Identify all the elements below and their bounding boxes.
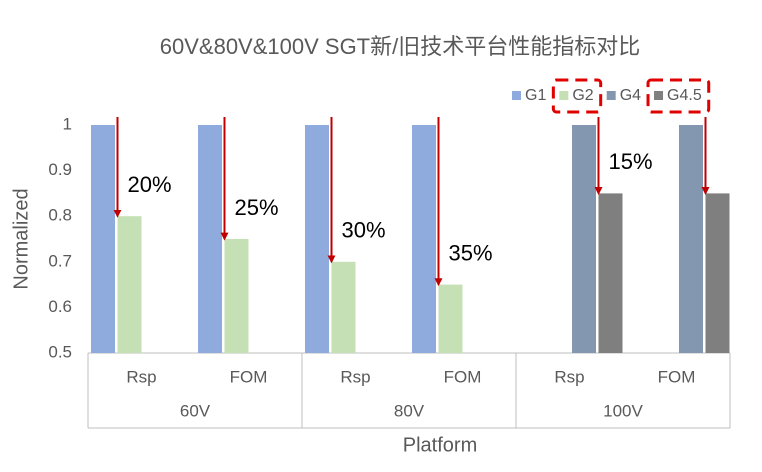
y-tick-label: 1: [63, 114, 72, 133]
group-label: 60V: [180, 401, 211, 420]
legend-label: G2: [572, 87, 593, 104]
annotation: 15%: [609, 149, 653, 174]
annotation: 25%: [235, 195, 279, 220]
legend-label: G4.5: [667, 87, 702, 104]
legend-highlight: [646, 78, 711, 114]
x-tick-label: Rsp: [340, 367, 370, 386]
x-tick-label: Rsp: [554, 367, 584, 386]
bar: [679, 125, 703, 353]
x-axis-label: Platform: [403, 434, 477, 456]
y-axis-label: Normalized: [10, 188, 32, 289]
legend-label: G1: [525, 87, 546, 104]
chart-title: 60V&80V&100V SGT新/旧技术平台性能指标对比: [160, 34, 640, 59]
group-label: 80V: [394, 401, 425, 420]
bar: [305, 125, 329, 353]
bar: [412, 125, 436, 353]
bar: [705, 193, 730, 353]
bar: [224, 239, 249, 353]
legend-swatch: [606, 91, 616, 100]
x-tick-label: Rsp: [126, 367, 156, 386]
group-label: 100V: [603, 401, 643, 420]
bar: [572, 125, 596, 353]
bar: [598, 193, 623, 353]
legend-highlight: [551, 78, 603, 114]
bar: [91, 125, 115, 353]
bar: [331, 261, 356, 353]
legend-swatch: [512, 91, 521, 100]
legend-swatch: [559, 91, 569, 100]
annotation: 30%: [342, 218, 386, 243]
x-tick-label: FOM: [658, 367, 696, 386]
bar: [117, 216, 142, 353]
y-tick-label: 0.7: [48, 251, 72, 270]
annotation: 20%: [128, 172, 172, 197]
legend-label: G4: [620, 87, 641, 104]
bar: [198, 125, 222, 353]
y-tick-label: 0.8: [48, 206, 72, 225]
legend-swatch: [654, 91, 664, 100]
y-tick-label: 0.6: [48, 297, 72, 316]
y-tick-label: 0.9: [48, 160, 72, 179]
bar: [438, 284, 463, 353]
x-tick-label: FOM: [444, 367, 482, 386]
annotation: 35%: [449, 240, 493, 265]
y-tick-label: 0.5: [48, 342, 72, 361]
x-tick-label: FOM: [230, 367, 268, 386]
